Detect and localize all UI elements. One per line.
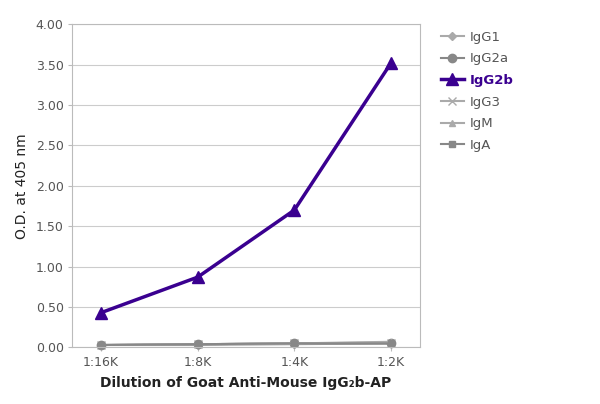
Y-axis label: O.D. at 405 nm: O.D. at 405 nm [15, 133, 29, 239]
Legend: IgG1, IgG2a, IgG2b, IgG3, IgM, IgA: IgG1, IgG2a, IgG2b, IgG3, IgM, IgA [440, 31, 514, 152]
X-axis label: Dilution of Goat Anti-Mouse IgG₂b-AP: Dilution of Goat Anti-Mouse IgG₂b-AP [100, 376, 392, 390]
